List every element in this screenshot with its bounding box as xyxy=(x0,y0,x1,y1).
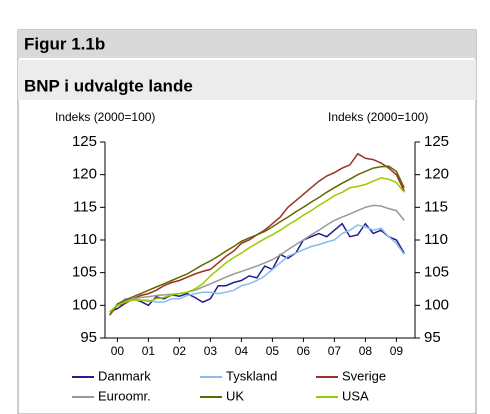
legend-label: Tyskland xyxy=(226,368,277,383)
figure-label: Figur 1.1b xyxy=(24,34,105,53)
y-tick-label: 115 xyxy=(73,198,97,215)
chart-title: BNP i udvalgte lande xyxy=(24,76,193,95)
y-axis-label: Indeks (2000=100) xyxy=(55,110,155,124)
legend-label: Euroomr. xyxy=(98,388,151,403)
y2-tick-label: 105 xyxy=(424,264,449,281)
y2-tick-label: 125 xyxy=(424,133,449,150)
y-tick-label: 105 xyxy=(72,264,97,281)
y2-tick-label: 100 xyxy=(424,296,449,313)
x-tick-label: 04 xyxy=(235,344,249,358)
y-tick-label: 100 xyxy=(72,296,97,313)
series-line xyxy=(109,177,405,313)
x-tick-label: 09 xyxy=(390,344,404,358)
x-tick-label: 01 xyxy=(142,344,156,358)
y2-tick-label: 120 xyxy=(424,166,449,183)
x-tick-label: 08 xyxy=(359,344,373,358)
y2-tick-label: 115 xyxy=(424,198,448,215)
x-tick-label: 00 xyxy=(111,344,125,358)
x-tick-label: 06 xyxy=(297,344,311,358)
series-line xyxy=(109,204,405,313)
x-tick-label: 02 xyxy=(173,344,187,358)
series-line xyxy=(109,165,405,316)
y2-axis-label: Indeks (2000=100) xyxy=(328,110,428,124)
legend-label: Sverige xyxy=(342,368,386,383)
y-tick-label: 110 xyxy=(73,231,97,248)
title-band xyxy=(18,60,476,100)
x-tick-label: 07 xyxy=(328,344,342,358)
x-tick-label: 03 xyxy=(204,344,218,358)
legend-label: Danmark xyxy=(98,368,151,383)
y-tick-label: 95 xyxy=(80,329,97,346)
y2-tick-label: 110 xyxy=(424,231,448,248)
series-line xyxy=(109,222,405,313)
y2-tick-label: 95 xyxy=(424,329,441,346)
series-line xyxy=(109,224,405,313)
legend-label: USA xyxy=(342,388,369,403)
legend-label: UK xyxy=(226,388,244,403)
y-tick-label: 120 xyxy=(72,166,97,183)
y-tick-label: 125 xyxy=(72,133,97,150)
header-band xyxy=(18,30,476,58)
x-tick-label: 05 xyxy=(266,344,280,358)
